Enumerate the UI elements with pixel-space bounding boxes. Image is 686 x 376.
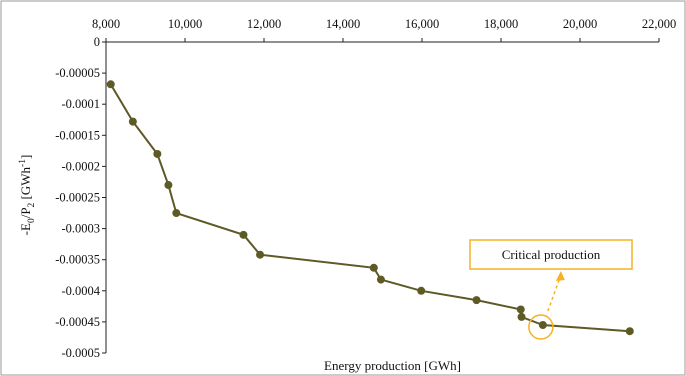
x-tick-label: 16,000 <box>405 17 439 31</box>
data-point <box>239 230 248 239</box>
annotation-arrow <box>547 274 562 312</box>
y-tick-label: -0.0004 <box>61 284 100 298</box>
data-point <box>516 305 525 314</box>
y-tick-label: -0.0003 <box>61 222 100 236</box>
critical-highlight-circle <box>528 314 554 340</box>
x-tick-label: 10,000 <box>168 17 202 31</box>
data-point <box>153 149 162 158</box>
annotation-arrowhead <box>555 271 565 281</box>
y-tick-label: -0.00035 <box>55 253 100 267</box>
data-point <box>128 117 137 126</box>
y-tick-label: -0.00045 <box>55 315 100 329</box>
y-tick-label: 0 <box>94 35 100 49</box>
annotation-box <box>469 239 633 270</box>
x-tick-label: 8,000 <box>92 17 120 31</box>
y-tick-label: -0.00015 <box>55 128 100 142</box>
x-tick-label: 20,000 <box>563 17 597 31</box>
x-tick-label: 18,000 <box>484 17 518 31</box>
y-axis-title: -E0/P2 [GWh-1] <box>18 155 37 236</box>
data-point <box>538 321 547 330</box>
data-point <box>106 80 115 89</box>
x-tick-label: 22,000 <box>642 17 676 31</box>
x-tick-label: 14,000 <box>326 17 360 31</box>
data-point <box>472 296 481 305</box>
annotation-label: Critical production <box>502 247 601 262</box>
data-point <box>625 327 634 336</box>
x-axis-title: Energy production [GWh] <box>324 358 461 373</box>
data-point <box>417 286 426 295</box>
data-point <box>517 312 526 321</box>
data-point <box>256 250 265 259</box>
y-tick-label: -0.0005 <box>61 346 100 360</box>
y-tick-label: -0.00025 <box>55 191 100 205</box>
data-point <box>376 275 385 284</box>
data-point <box>172 209 181 218</box>
x-tick-label: 12,000 <box>247 17 281 31</box>
data-point <box>164 181 173 190</box>
y-tick-label: -0.0001 <box>61 97 100 111</box>
y-tick-label: -0.00005 <box>55 66 100 80</box>
y-tick-label: -0.0002 <box>61 159 100 173</box>
data-point <box>369 263 378 272</box>
